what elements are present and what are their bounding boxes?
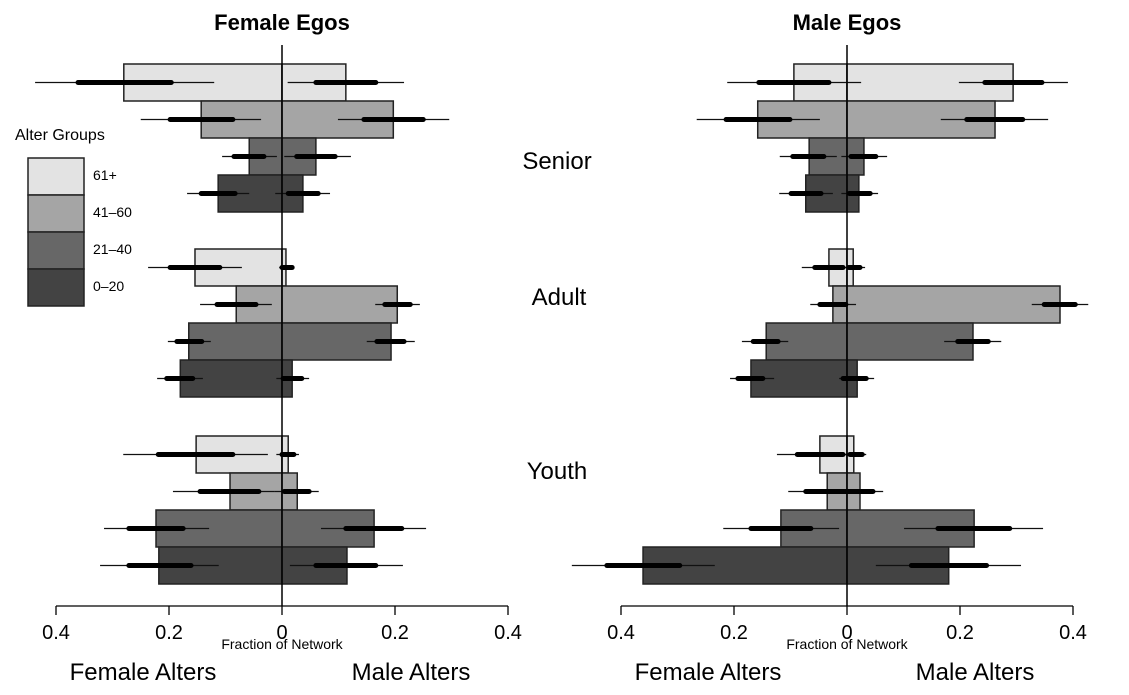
panel-title-male-egos: Male Egos (793, 10, 902, 35)
x-tick-label-female-egos-4: 0.4 (494, 622, 522, 644)
category-label-adult: Adult (532, 284, 587, 311)
bar-male-male-egos-adult-41-60 (846, 285, 1061, 324)
female-alters-label-left-panel: Female Alters (70, 659, 217, 686)
legend-title: Alter Groups (15, 127, 105, 144)
x-tick-label-male-egos-4: 0.4 (1059, 622, 1087, 644)
x-tick-label-male-egos-3: 0.2 (946, 622, 974, 644)
x-tick-label-female-egos-2: 0 (276, 622, 287, 644)
legend-swatch-0-20 (27, 268, 85, 307)
legend-swatch-61-plus (27, 157, 85, 196)
x-tick-label-male-egos-0: 0.4 (607, 622, 635, 644)
male-alters-label-left-panel: Male Alters (352, 659, 471, 686)
x-tick-label-female-egos-3: 0.2 (381, 622, 409, 644)
category-label-youth: Youth (527, 458, 588, 485)
male-alters-label-right-panel: Male Alters (916, 659, 1035, 686)
x-axis-title-female-egos: Fraction of Network (221, 636, 343, 652)
x-tick-label-female-egos-0: 0.4 (42, 622, 70, 644)
panel-male-egos: 0.4 0.2 0 0.2 0.4 (571, 45, 1089, 644)
legend-swatch-41-60 (27, 194, 85, 233)
legend-swatch-21-40 (27, 231, 85, 270)
legend: Alter Groups 61+ 41–60 21–40 0–20 (15, 127, 132, 307)
x-tick-label-female-egos-1: 0.2 (155, 622, 183, 644)
legend-label-0-20: 0–20 (93, 278, 124, 294)
legend-label-61-plus: 61+ (93, 167, 117, 183)
female-alters-label-right-panel: Female Alters (635, 659, 782, 686)
x-axis-title-male-egos: Fraction of Network (786, 636, 908, 652)
legend-label-41-60: 41–60 (93, 204, 132, 220)
category-label-senior: Senior (522, 148, 591, 175)
legend-label-21-40: 21–40 (93, 241, 132, 257)
x-tick-label-male-egos-2: 0 (841, 622, 852, 644)
panel-title-female-egos: Female Egos (214, 10, 350, 35)
x-tick-label-male-egos-1: 0.2 (720, 622, 748, 644)
panel-female-egos: 0.4 0.2 0 0.2 0.4 (35, 45, 522, 644)
